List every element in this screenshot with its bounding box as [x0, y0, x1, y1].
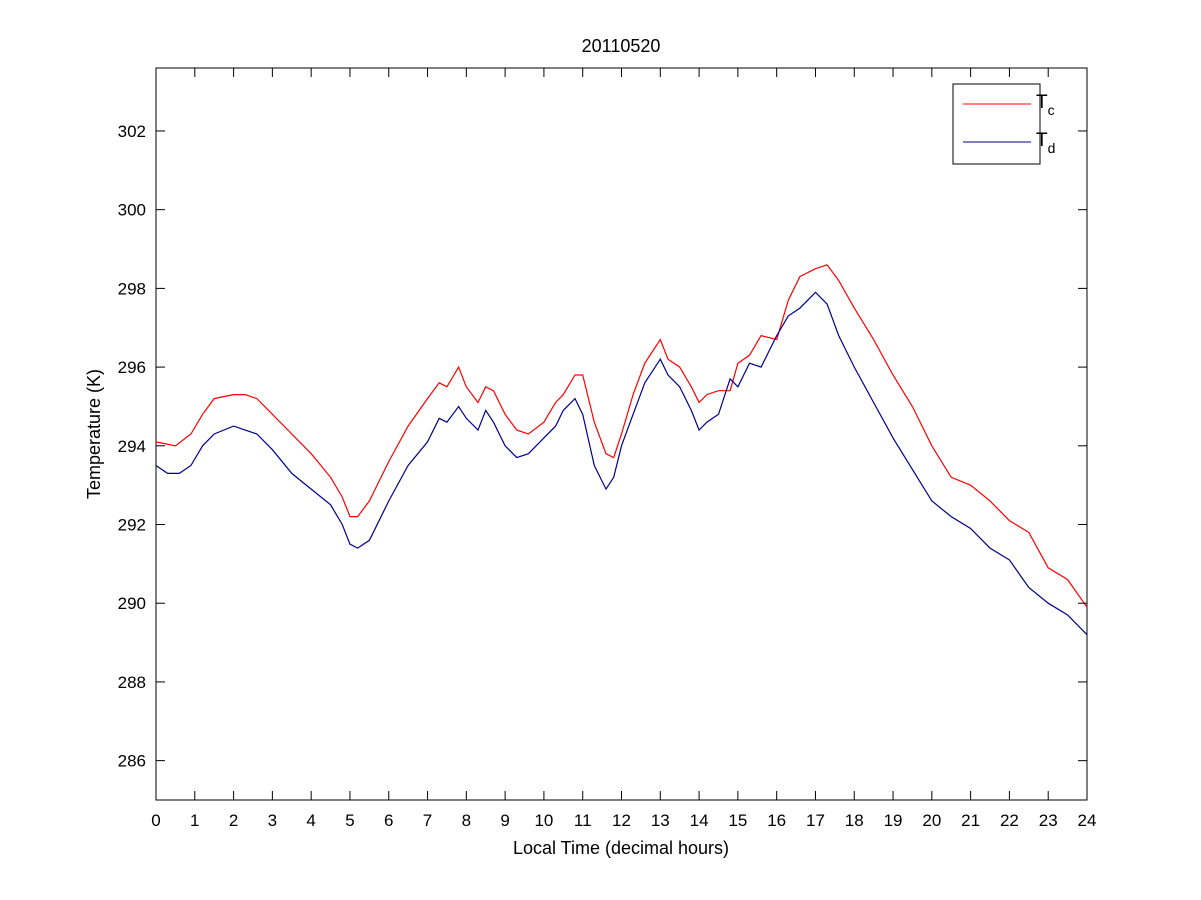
x-tick-label: 23 [1039, 811, 1058, 830]
x-tick-label: 21 [961, 811, 980, 830]
chart-title: 20110520 [582, 36, 661, 56]
x-tick-label: 8 [462, 811, 471, 830]
y-tick-label: 290 [118, 594, 146, 613]
x-tick-label: 10 [534, 811, 553, 830]
x-tick-label: 1 [190, 811, 199, 830]
y-tick-label: 288 [118, 673, 146, 692]
x-tick-label: 4 [306, 811, 315, 830]
y-tick-label: 298 [118, 279, 146, 298]
y-tick-label: 296 [118, 358, 146, 377]
y-tick-label: 300 [118, 201, 146, 220]
legend-label-td: Td [1036, 130, 1055, 156]
legend-label-tc: Tc [1036, 92, 1055, 118]
x-tick-label: 20 [922, 811, 941, 830]
series-group [155, 264, 1088, 636]
y-tick-label: 302 [118, 122, 146, 141]
x-axis-title: Local Time (decimal hours) [513, 838, 729, 858]
x-tick-label: 18 [845, 811, 864, 830]
x-tick-label: 6 [384, 811, 393, 830]
y-tick-label: 294 [118, 437, 146, 456]
x-tick-label: 19 [884, 811, 903, 830]
x-tick-label: 7 [423, 811, 432, 830]
x-tick-label: 22 [1000, 811, 1019, 830]
y-axis-title: Temperature (K) [84, 369, 104, 499]
legend-box [952, 83, 1041, 165]
x-tick-label: 13 [651, 811, 670, 830]
series-line-td [155, 291, 1088, 636]
x-tick-label: 15 [728, 811, 747, 830]
legend: Tc Td [952, 83, 1055, 165]
x-tick-label: 0 [151, 811, 160, 830]
x-tick-label: 16 [767, 811, 786, 830]
x-tick-label: 3 [268, 811, 277, 830]
x-tick-label: 11 [574, 811, 592, 830]
y-tick-label: 292 [118, 516, 146, 535]
x-tick-label: 12 [612, 811, 631, 830]
series-line-tc [155, 264, 1088, 608]
x-tick-label: 5 [345, 811, 354, 830]
x-tick-label: 2 [229, 811, 238, 830]
x-tick-label: 24 [1078, 811, 1097, 830]
axis-ticks: 0 1 2 3 4 5 6 7 8 9 10 11 12 13 14 15 16 17 18 19 20 21 22 23 24… [118, 68, 1097, 830]
x-tick-label: 14 [690, 811, 709, 830]
y-tick-label: 286 [118, 752, 146, 771]
x-tick-label: 9 [500, 811, 509, 830]
x-tick-label: 17 [806, 811, 825, 830]
